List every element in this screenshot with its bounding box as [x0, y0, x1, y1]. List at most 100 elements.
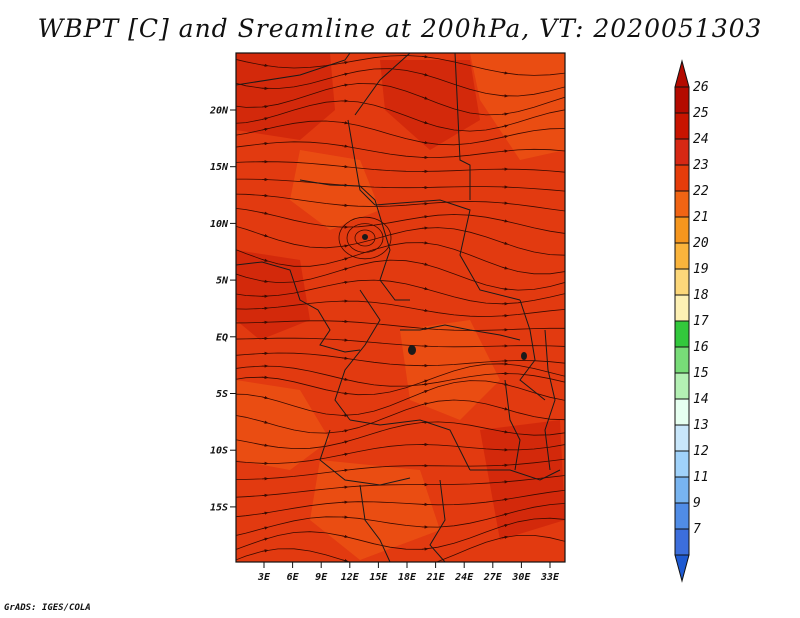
streamline-4: [236, 120, 565, 146]
streamline-arrow: [501, 512, 509, 517]
streamline-arrow: [421, 379, 429, 383]
colorbar-swatch: [674, 502, 690, 530]
streamline-19: [236, 363, 565, 396]
streamline-arrow: [261, 142, 269, 146]
streamline-2: [236, 83, 565, 116]
lon-tick-label: 27E: [483, 572, 503, 583]
lat-tick-label: 15N: [210, 162, 229, 173]
streamline-arrow: [501, 430, 509, 434]
streamline-arrow: [341, 429, 349, 433]
streamline-arrow: [341, 468, 349, 472]
colorbar-label: 17: [693, 314, 709, 329]
wbpt-patch-7: [310, 460, 440, 560]
streamline-arrow: [501, 112, 509, 116]
border-10: [349, 419, 471, 471]
streamline-arrow: [501, 135, 509, 139]
streamline-arrow: [261, 549, 269, 553]
streamline-arrow: [421, 390, 429, 394]
lat-tick-label: 5N: [216, 276, 229, 287]
lon-tick-label: 18E: [398, 572, 417, 583]
colorbar-swatch: [674, 86, 690, 114]
colorbar-label: 7: [693, 522, 701, 537]
colorbar-swatch: [674, 450, 690, 478]
streamline-arrow: [261, 63, 269, 67]
lon-tick-label: 24E: [454, 572, 474, 583]
streamline-arrow: [261, 511, 269, 515]
streamline-26: [236, 489, 565, 518]
streamline-arrow: [421, 215, 429, 219]
streamline-14: [236, 300, 565, 318]
colorbar-label: 25: [693, 106, 709, 121]
streamline-arrow: [261, 127, 269, 131]
colorbar-swatch: [674, 372, 690, 400]
border-14: [470, 469, 561, 481]
streamline-8: [236, 193, 565, 212]
colorbar-label: 11: [693, 470, 709, 485]
latitude-axis: 20N 15N 10N 5N EQ 5S 10S 15S: [209, 106, 236, 513]
streamline-arrow: [341, 244, 349, 248]
streamline-5: [236, 141, 565, 158]
lake-0: [408, 345, 416, 355]
streamline-18: [236, 365, 565, 387]
streamline-arrow: [501, 382, 509, 386]
streamline-10: [236, 225, 565, 256]
streamline-16: [236, 337, 565, 348]
streamline-arrow: [501, 535, 509, 539]
lat-tick-label: 15S: [210, 502, 228, 513]
streamline-25: [236, 475, 565, 498]
border-9: [519, 299, 546, 401]
map-frame: [235, 52, 566, 563]
streamline-arrow: [421, 241, 429, 245]
streamline-arrow: [261, 537, 269, 541]
lat-tick-label: 5S: [216, 389, 228, 400]
colorbar-label: 24: [693, 132, 709, 147]
wbpt-patch-6: [236, 250, 310, 340]
lon-tick-label: 6E: [287, 572, 300, 583]
streamline-arrow: [341, 534, 349, 538]
colorbar-swatch: [674, 138, 690, 166]
colorbar-swatch: [674, 320, 690, 348]
lat-tick-label: 20N: [209, 106, 229, 117]
grads-credit: GrADS: IGES/COLA: [4, 603, 91, 613]
streamline-23: [236, 444, 565, 464]
colorbar-label: 13: [693, 418, 709, 433]
colorbar-swatch: [674, 294, 690, 322]
streamline-arrow: [341, 165, 349, 169]
wbpt-shading: [236, 53, 565, 560]
lon-tick-label: 33E: [540, 572, 560, 583]
border-7: [334, 289, 381, 421]
streamline-0: [236, 55, 565, 76]
streamline-6: [236, 161, 565, 173]
streamline-arrow: [261, 211, 269, 215]
lake-2: [521, 352, 527, 360]
streamline-arrow: [501, 149, 509, 153]
streamline-22: [236, 421, 565, 450]
border-3: [374, 199, 521, 301]
streamline-arrow: [501, 287, 509, 291]
streamline-arrow: [341, 452, 349, 456]
streamline-24: [236, 458, 565, 480]
streamline-15: [236, 320, 565, 331]
colorbar: 26 25 24 23 22 21 20 19 18 17 16 15 14 13 12 11 9 7: [674, 59, 709, 583]
colorbar-swatch: [674, 164, 690, 192]
border-2: [347, 119, 376, 206]
colorbar-label: 14: [693, 392, 709, 407]
colorbar-label: 18: [693, 288, 709, 303]
circulation-2: [338, 216, 392, 260]
streamline-arrow: [261, 105, 269, 109]
streamline-arrow: [341, 391, 349, 395]
streamline-arrow: [501, 266, 509, 270]
border-16: [544, 329, 556, 471]
streamline-arrow: [421, 382, 429, 386]
border-13: [359, 484, 391, 562]
streamline-arrow: [501, 497, 509, 502]
streamline-arrow: [261, 234, 269, 238]
streamline-arrow: [421, 73, 429, 77]
streamline-arrow: [421, 287, 429, 291]
circulation-0: [354, 229, 376, 247]
border-15: [504, 379, 521, 471]
border-1: [299, 179, 410, 301]
streamline-12: [236, 259, 565, 291]
streamline-21: [236, 399, 565, 434]
